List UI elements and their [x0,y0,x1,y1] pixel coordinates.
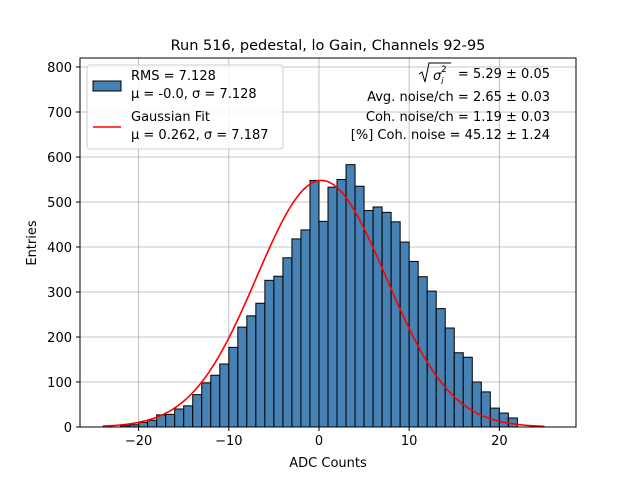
y-tick-label: 600 [47,151,72,166]
histogram-bar [192,394,203,428]
svg-text:σ: σ [433,69,442,84]
histogram-bar [228,346,239,428]
x-tick-label: 10 [401,434,418,449]
y-axis-label: Entries [25,220,40,266]
histogram-bar [435,308,446,428]
histogram-bar [309,179,320,428]
histogram-bar [417,276,428,428]
histogram-bar [444,327,455,428]
svg-text:i: i [441,77,444,87]
histogram-bar [273,275,284,428]
y-tick-label: 800 [47,61,72,76]
histogram-bar [147,419,158,428]
plot-frame [79,57,577,428]
histogram-bar [471,381,482,428]
annotation-coh-noise: Coh. noise/ch = 1.19 ± 0.03 [366,110,550,125]
histogram-bar [174,408,185,428]
histogram-bar [219,363,230,428]
y-tick-label: 100 [47,376,72,391]
x-axis-label: ADC Counts [289,456,367,471]
histogram-bar [201,382,212,428]
chart-title: Run 516, pedestal, lo Gain, Channels 92-… [171,38,486,54]
y-tick-label: 500 [47,196,72,211]
legend-fit-label-2: μ = 0.262, σ = 7.187 [131,128,269,143]
histogram-bars [120,164,518,428]
annotation-sqrt-sigma: = 5.29 ± 0.05 [458,67,550,82]
y-tick-label: 400 [47,241,72,256]
histogram-bar [318,220,329,428]
gaussian-fit-line [102,179,545,428]
y-tick-label: 700 [47,106,72,121]
legend-histogram-label-2: μ = -0.0, σ = 7.128 [131,87,257,102]
y-tick-label: 200 [47,331,72,346]
histogram-bar [390,221,401,428]
y-tick-label: 0 [64,421,72,436]
histogram-bar [183,405,194,428]
x-tick-label: 20 [491,434,508,449]
histogram-bar [372,206,383,428]
histogram-bar [255,302,266,428]
histogram-bar [210,374,221,428]
y-axis-ticks: 0 100 200 300 400 500 600 700 800 [47,61,80,436]
histogram-bar [327,186,338,428]
histogram-bar [507,417,518,428]
histogram-bar [237,326,248,428]
svg-text:2: 2 [441,65,447,75]
histogram-bar [354,185,365,428]
histogram-bar [300,229,311,428]
legend-histogram-swatch [92,80,122,92]
histogram-bar [165,413,176,428]
noise-annotations: σ i 2 = 5.29 ± 0.05 Avg. noise/ch = 2.65… [351,62,550,143]
histogram-bar [480,391,491,428]
x-axis-ticks: −20 −10 0 10 20 [125,427,508,449]
x-tick-label: −10 [215,434,242,449]
histogram-bar [381,211,392,428]
histogram-bar [291,238,302,428]
annotation-avg-noise: Avg. noise/ch = 2.65 ± 0.03 [367,90,550,105]
histogram-bar [426,290,437,428]
legend-histogram-label-1: RMS = 7.128 [131,69,216,84]
histogram-bar [138,422,149,428]
legend-frame [86,64,284,150]
histogram-bar [246,315,257,428]
histogram-bar [264,279,275,428]
histogram-bar [462,356,473,428]
legend-fit-label-1: Gaussian Fit [131,110,210,125]
histogram-bar [498,412,509,428]
histogram-bar [399,241,410,428]
histogram-bar [336,179,347,428]
histogram-bar [489,407,500,428]
sqrt-sigma-symbol: σ i 2 [418,62,451,87]
x-tick-label: −20 [125,434,152,449]
y-tick-label: 300 [47,286,72,301]
x-tick-label: 0 [315,434,323,449]
histogram-bar [453,352,464,428]
legend: RMS = 7.128 μ = -0.0, σ = 7.128 Gaussian… [86,64,284,150]
histogram-bar [282,257,293,428]
annotation-coh-percent: [%] Coh. noise = 45.12 ± 1.24 [351,128,550,143]
